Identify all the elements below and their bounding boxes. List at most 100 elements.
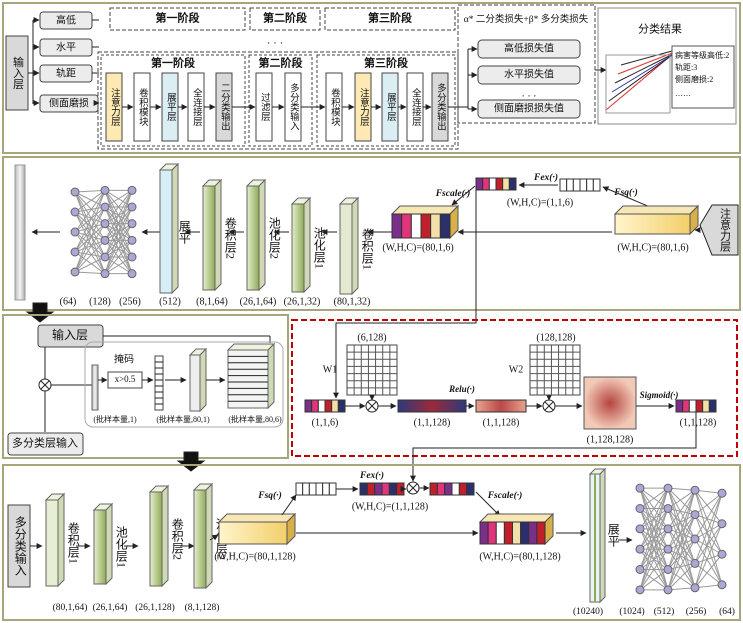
result-sketch-frame bbox=[605, 54, 671, 114]
nn-edge bbox=[667, 508, 696, 564]
stage-header: 第二阶段 bbox=[263, 11, 307, 25]
shape-label: (W,H,C)=(80,1,128) bbox=[479, 551, 560, 562]
nn-edge bbox=[667, 489, 696, 509]
nn-edge bbox=[639, 487, 669, 530]
layer-side bbox=[105, 502, 113, 586]
nn-edge bbox=[639, 487, 669, 509]
vector-cell bbox=[444, 482, 453, 496]
vector-cell bbox=[466, 482, 475, 496]
stage-title: 第二阶段 bbox=[259, 56, 303, 70]
stage-title: 第一阶段 bbox=[151, 56, 195, 70]
vector-cell bbox=[308, 482, 317, 496]
tensor-top bbox=[390, 205, 460, 215]
nn-node bbox=[127, 219, 137, 229]
hidden-vector bbox=[475, 399, 527, 413]
loss-item-box bbox=[477, 99, 581, 119]
nn-edge bbox=[694, 563, 723, 586]
op-label: Fex(·) bbox=[359, 470, 384, 481]
vector-cell bbox=[682, 399, 690, 413]
nn-node bbox=[663, 524, 673, 534]
nn-node bbox=[100, 219, 110, 229]
tensor-front bbox=[614, 213, 691, 235]
nn-edge bbox=[74, 211, 106, 274]
nn-node bbox=[663, 565, 673, 574]
vector-cell bbox=[396, 482, 405, 496]
vector-cell bbox=[430, 213, 441, 239]
nn-edge bbox=[667, 508, 696, 516]
nn-edge bbox=[667, 488, 696, 588]
shape-label: (1,128,128) bbox=[587, 434, 634, 445]
tensor-top bbox=[217, 513, 297, 523]
stage-title: 第三阶段 bbox=[364, 56, 408, 70]
heatmap bbox=[583, 376, 637, 430]
vector-cell bbox=[559, 178, 568, 192]
op-label: Fsq(·) bbox=[613, 187, 638, 198]
vector-cell bbox=[331, 399, 339, 413]
shape-label: (10240) bbox=[573, 606, 603, 617]
nn-edge bbox=[104, 206, 133, 274]
output-bar bbox=[14, 164, 26, 301]
nn-edge bbox=[74, 189, 106, 213]
nn-edge bbox=[667, 587, 696, 591]
nn-edge bbox=[74, 239, 106, 253]
mask-label: 掩码 bbox=[114, 352, 134, 365]
op-label: Sigmoid(·) bbox=[640, 390, 679, 400]
connector bbox=[209, 534, 219, 541]
nn-edge bbox=[667, 538, 696, 570]
shape-label: (26,1,128) bbox=[135, 602, 175, 613]
down-arrow bbox=[176, 451, 206, 472]
layer-label: 卷积层1 bbox=[360, 227, 374, 270]
stage-layer-label: 全连接层 bbox=[410, 87, 422, 127]
nn-edge bbox=[639, 569, 669, 591]
vector-cell bbox=[482, 177, 490, 191]
loss-item: 侧面磨损损失值 bbox=[494, 101, 564, 114]
nn-edge bbox=[74, 231, 106, 241]
feature-label: 侧面磨损 bbox=[49, 96, 89, 109]
nn-edge bbox=[639, 488, 669, 570]
nn-node bbox=[100, 235, 110, 245]
shape-label: (1024) bbox=[619, 606, 644, 617]
panel bbox=[2, 2, 741, 154]
vector-cell bbox=[317, 399, 326, 413]
stage-layer-label: 过滤层 bbox=[259, 92, 271, 122]
vector-cell bbox=[528, 521, 538, 545]
nn-edge bbox=[104, 189, 133, 208]
nn-edge bbox=[694, 584, 723, 589]
nn-node bbox=[717, 519, 727, 529]
nn-edge bbox=[74, 231, 106, 258]
result-box bbox=[597, 7, 737, 125]
shape-label: (1,1,128) bbox=[680, 417, 717, 428]
vector-cell bbox=[388, 482, 398, 496]
mask-vector bbox=[154, 355, 164, 411]
nn-edge bbox=[694, 538, 723, 586]
nn-edge bbox=[667, 563, 696, 591]
nn-edge bbox=[639, 487, 669, 550]
layer-label: 池化层1 bbox=[312, 227, 326, 269]
layer-label: 展平 bbox=[177, 220, 191, 244]
nn-node bbox=[70, 187, 80, 197]
nn-edge bbox=[694, 489, 723, 494]
result-sketch bbox=[614, 51, 678, 84]
vector-cell bbox=[487, 521, 497, 545]
nn-edge bbox=[74, 223, 106, 233]
nn-edge bbox=[694, 514, 723, 555]
vector-cell bbox=[295, 482, 304, 496]
layer-label: 展平 bbox=[606, 523, 620, 547]
vector-cell bbox=[579, 178, 588, 192]
vector-cell bbox=[374, 482, 383, 496]
op-label: Fscale(·) bbox=[487, 490, 523, 501]
nn-node bbox=[635, 585, 645, 595]
nn-edge bbox=[694, 523, 723, 564]
connector bbox=[602, 186, 651, 208]
connector bbox=[281, 494, 297, 516]
layer-slab bbox=[202, 185, 216, 291]
loss-title: α* 二分类损失+β* 多分类损失 bbox=[464, 13, 589, 25]
tensor-top bbox=[478, 513, 555, 523]
nn-node bbox=[635, 544, 645, 554]
layer-stripe bbox=[594, 474, 596, 602]
nn-edge bbox=[667, 487, 696, 564]
layer-slab bbox=[189, 354, 201, 412]
nn-edge bbox=[694, 514, 723, 525]
shape-label: (26,1,64) bbox=[93, 602, 128, 613]
